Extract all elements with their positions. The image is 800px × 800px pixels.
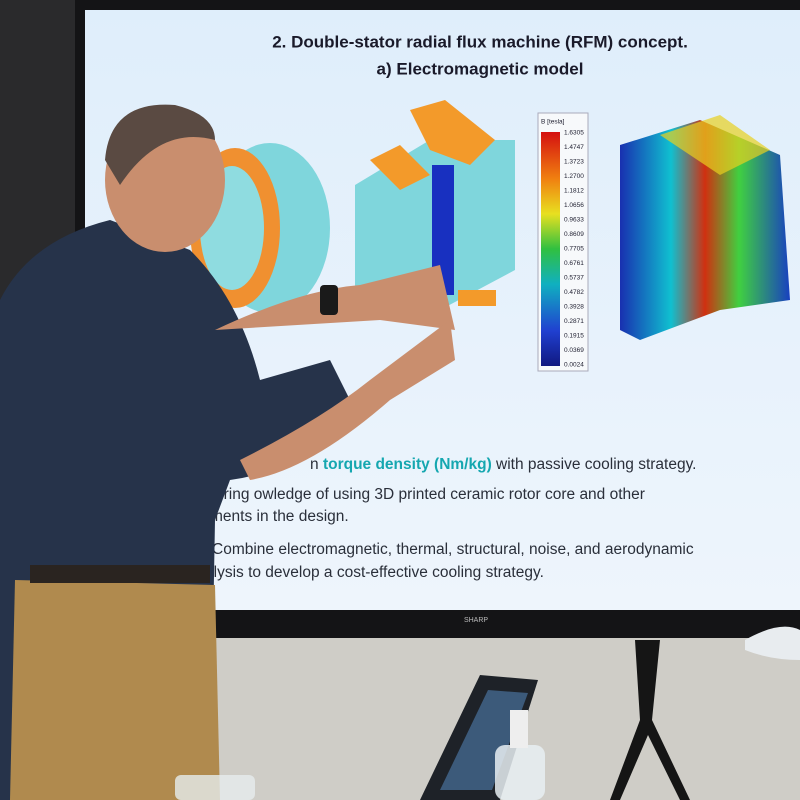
brand: SHARP (464, 617, 488, 624)
colorbar-tick: 1.6305 (564, 130, 584, 137)
colorbar-tick: 0.2871 (564, 318, 584, 325)
coil (410, 100, 495, 165)
cup (175, 775, 255, 800)
colorbar-label: B [tesla] (541, 119, 565, 126)
colorbar-tick: 1.3723 (564, 159, 584, 166)
bullet-line: alysis to develop a cost-effective cooli… (205, 564, 544, 581)
watch (320, 285, 338, 315)
colorbar-tick: 0.0369 (564, 347, 584, 354)
bullet-line: n torque density (Nm/kg) with passive co… (310, 456, 697, 473)
magnet (432, 165, 454, 295)
bullet-line: bring owledge of using 3D printed cerami… (215, 486, 645, 503)
colorbar-tick: 0.1915 (564, 333, 584, 340)
bullet-line: ments in the design. (210, 508, 349, 525)
bullet-text: alysis to develop a cost-effective cooli… (205, 564, 544, 581)
colorbar-tick: 1.1812 (564, 188, 584, 195)
colorbar-tick: 0.5737 (564, 275, 584, 282)
colorbar (541, 132, 560, 366)
laptop-screen (440, 690, 528, 790)
colorbar-tick: 0.8609 (564, 231, 584, 238)
colorbar-tick: 0.9633 (564, 217, 584, 224)
colorbar-tick: 1.2700 (564, 173, 584, 180)
hair (105, 104, 215, 185)
sanitizer-bottle (495, 745, 545, 800)
tripod (610, 640, 690, 800)
pump (510, 710, 528, 748)
bullet-text: ments in the design. (210, 508, 349, 525)
slide-title: 2. Double-stator radial flux machine (RF… (272, 32, 688, 51)
presenter-pants (10, 580, 220, 800)
colorbar-tick: 0.7705 (564, 246, 584, 253)
bullet-line: Combine electromagnetic, thermal, struct… (212, 541, 694, 558)
bullet-text: n (310, 456, 323, 473)
colorbar-tick: 0.4782 (564, 289, 584, 296)
colorbar-tick: 1.4747 (564, 144, 584, 151)
flux-plot-top (660, 115, 770, 175)
colorbar-tick: 0.6761 (564, 260, 584, 267)
colorbar-tick: 0.0024 (564, 362, 584, 369)
highlight: torque density (Nm/kg) (323, 456, 492, 473)
colorbar-tick: 0.3928 (564, 304, 584, 311)
light (745, 626, 800, 660)
slide-subtitle: a) Electromagnetic model (377, 59, 584, 78)
arm-lower (240, 320, 455, 480)
coil (370, 145, 430, 190)
bullet-text: with passive cooling strategy. (492, 456, 697, 473)
coil (458, 290, 496, 306)
colorbar-tick: 1.0656 (564, 202, 584, 209)
flux-plot (620, 120, 790, 340)
belt (30, 565, 210, 583)
bullet-text: owledge of using 3D printed ceramic roto… (254, 486, 645, 503)
bullet-text: Combine electromagnetic, thermal, struct… (212, 541, 694, 558)
